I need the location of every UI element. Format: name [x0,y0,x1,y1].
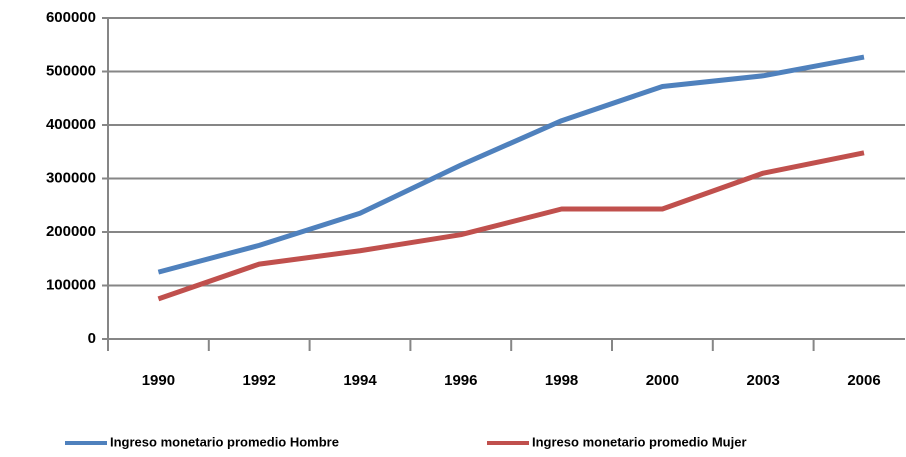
x-tick-label: 1994 [343,372,377,389]
x-tick-label: 1990 [142,372,175,389]
x-tick-label: 1996 [444,372,477,389]
x-tick-label: 2003 [747,372,780,389]
legend-label: Ingreso monetario promedio Hombre [110,434,339,449]
x-tick-label: 2006 [847,372,880,389]
y-tick-label: 400000 [46,116,96,133]
legend-label: Ingreso monetario promedio Mujer [532,434,747,449]
x-tick-label: 1998 [545,372,578,389]
y-tick-label: 300000 [46,169,96,186]
series-line [157,150,865,302]
y-tick-label: 500000 [46,62,96,79]
series-line [157,54,865,275]
y-tick-label: 200000 [46,223,96,240]
x-tick-label: 2000 [646,372,679,389]
y-tick-label: 0 [88,330,96,347]
x-tick-label: 1992 [243,372,276,389]
y-tick-label: 100000 [46,276,96,293]
legend: Ingreso monetario promedio Hombre Ingreso… [65,434,747,449]
y-tick-label: 600000 [46,9,96,26]
